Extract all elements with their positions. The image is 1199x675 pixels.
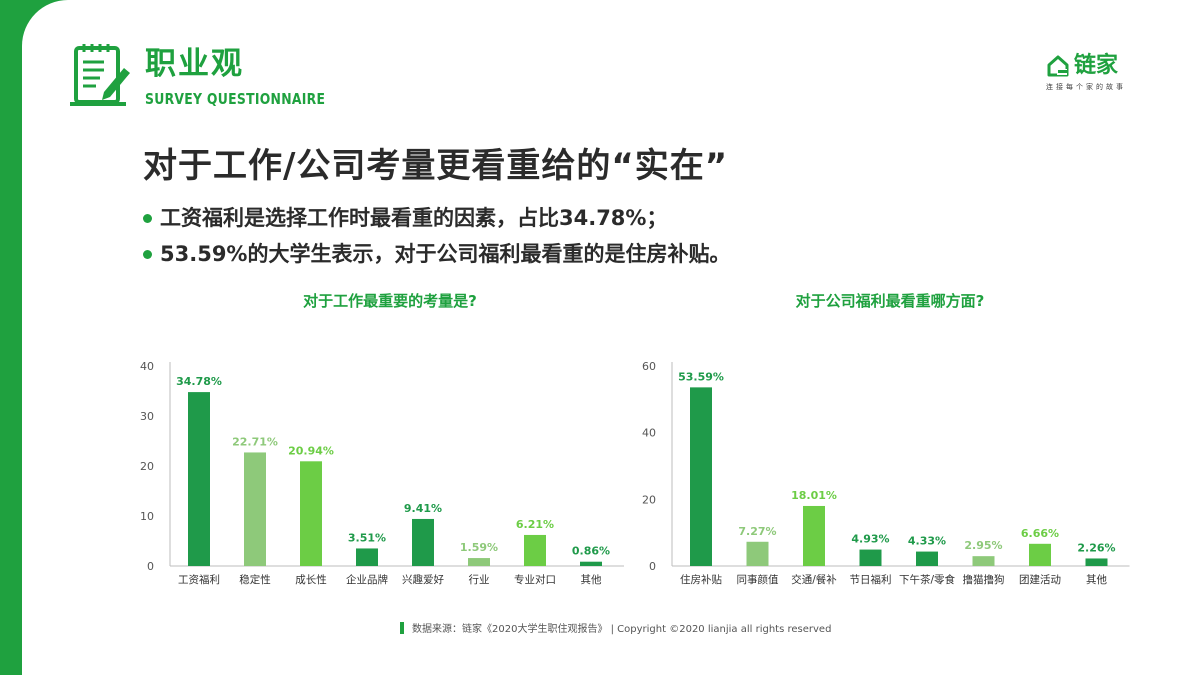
bar-2 xyxy=(300,461,322,566)
footer-accent-bar xyxy=(400,621,404,634)
data-label: 20.94% xyxy=(288,444,334,457)
category-label: 撸猫撸狗 xyxy=(963,573,1005,586)
y-tick-label: 20 xyxy=(642,493,656,506)
category-label: 其他 xyxy=(1086,573,1108,586)
data-label: 3.51% xyxy=(348,531,386,544)
bullet-dot-icon xyxy=(143,249,152,259)
chart-work-considerations: 0 10 20 30 40 34.78% 工资福利 22.71% 稳定性 20.94% 成长性 3.5… xyxy=(140,360,624,586)
category-label: 行业 xyxy=(469,573,490,586)
chart-2-title: 对于公司福利最看重哪方面? xyxy=(795,292,985,310)
category-label: 团建活动 xyxy=(1019,573,1061,586)
data-label: 18.01% xyxy=(791,489,837,502)
bullet-point-2: 53.59%的大学生表示，对于公司福利最看重的是住房补贴。 xyxy=(143,240,730,268)
y-tick-label: 0 xyxy=(147,560,154,573)
footer-source: 数据来源：链家《2020大学生职住观报告》 | Copyright ©2020 … xyxy=(412,624,832,635)
category-label: 专业对口 xyxy=(514,573,556,586)
data-label: 34.78% xyxy=(176,375,222,388)
footer: 数据来源：链家《2020大学生职住观报告》 | Copyright ©2020 … xyxy=(400,620,831,635)
brand-logo-block: 链家 连接每个家的故事 xyxy=(1046,52,1126,92)
data-label: 0.86% xyxy=(572,545,610,558)
category-label: 同事颜值 xyxy=(737,573,779,586)
section-subtitle: SURVEY QUESTIONNAIRE xyxy=(145,90,326,108)
bar-4 xyxy=(916,551,938,566)
bullet-dot-icon xyxy=(143,213,152,223)
category-label: 下午茶/零食 xyxy=(899,573,956,586)
bar-6 xyxy=(1029,543,1051,566)
y-tick-label: 10 xyxy=(140,510,154,523)
bar-0 xyxy=(188,392,210,566)
data-label: 53.59% xyxy=(678,370,724,383)
category-label: 其他 xyxy=(581,573,602,586)
data-label: 7.27% xyxy=(738,525,776,538)
category-label: 住房补贴 xyxy=(680,573,722,586)
bar-1 xyxy=(746,541,769,566)
bar-3 xyxy=(859,549,882,566)
data-label: 6.21% xyxy=(516,518,554,531)
house-logo-icon xyxy=(1047,55,1069,77)
bar-5 xyxy=(972,556,995,566)
y-tick-label: 60 xyxy=(642,360,656,373)
survey-notepad-icon xyxy=(70,44,130,106)
category-label: 稳定性 xyxy=(239,573,271,586)
y-tick-label: 30 xyxy=(140,410,154,423)
category-label: 工资福利 xyxy=(178,573,220,586)
y-tick-label: 40 xyxy=(642,427,656,440)
data-label: 9.41% xyxy=(404,502,442,515)
chart-1-title: 对于工作最重要的考量是? xyxy=(303,292,477,310)
data-label: 4.93% xyxy=(851,533,889,546)
data-label: 4.33% xyxy=(908,535,946,548)
brand-name: 链家 xyxy=(1074,53,1119,78)
section-title: 职业观 xyxy=(145,46,244,82)
y-tick-label: 0 xyxy=(649,560,656,573)
slide-title: 对于工作/公司考量更看重给的“实在” xyxy=(143,146,729,186)
category-label: 兴趣爱好 xyxy=(402,573,444,586)
y-tick-label: 40 xyxy=(140,360,154,373)
category-label: 节日福利 xyxy=(850,573,892,586)
slide-card xyxy=(22,0,1199,675)
data-label: 1.59% xyxy=(460,541,498,554)
category-label: 企业品牌 xyxy=(346,573,388,586)
bar-1 xyxy=(244,452,266,566)
category-label: 成长性 xyxy=(295,573,327,586)
bullet-text: 工资福利是选择工作时最看重的因素，占比34.78%； xyxy=(160,206,668,230)
category-label: 交通/餐补 xyxy=(791,573,837,586)
data-label: 6.66% xyxy=(1021,527,1059,540)
bar-6 xyxy=(524,534,546,566)
brand-slogan: 连接每个家的故事 xyxy=(1046,83,1126,91)
data-label: 2.26% xyxy=(1077,541,1115,554)
bullet-text: 53.59%的大学生表示，对于公司福利最看重的是住房补贴。 xyxy=(160,242,731,266)
bullet-point-1: 工资福利是选择工作时最看重的因素，占比34.78%； xyxy=(143,204,667,232)
bar-7 xyxy=(580,561,602,566)
bar-0 xyxy=(690,387,712,566)
bar-3 xyxy=(356,548,378,566)
data-label: 2.95% xyxy=(964,539,1002,552)
bar-5 xyxy=(468,558,490,566)
chart-company-benefits: 0 20 40 60 53.59% 住房补贴 7.27% 同事颜值 18.01% 交通/餐补 4.9… xyxy=(642,360,1130,586)
bar-7 xyxy=(1085,558,1108,566)
bar-4 xyxy=(412,518,434,566)
data-label: 22.71% xyxy=(232,435,278,448)
y-tick-label: 20 xyxy=(140,460,154,473)
bar-2 xyxy=(803,505,825,566)
